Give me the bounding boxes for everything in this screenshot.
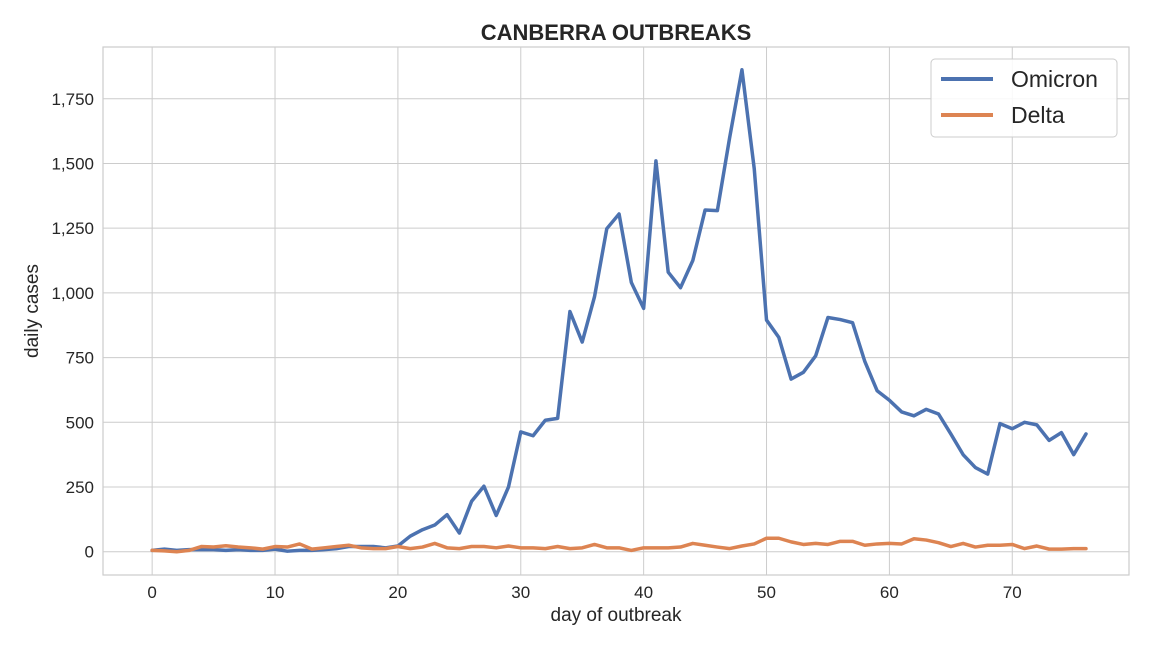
series-line-omicron xyxy=(150,68,1088,553)
legend-label-omicron: Omicron xyxy=(1011,66,1098,92)
x-tick-label: 0 xyxy=(147,583,156,602)
x-tick-label: 60 xyxy=(880,583,899,602)
series-line-delta xyxy=(150,536,1088,554)
plot-frame xyxy=(102,46,1130,576)
x-tick-label: 50 xyxy=(757,583,776,602)
x-axis-label: day of outbreak xyxy=(551,605,682,626)
chart-title: CANBERRA OUTBREAKS xyxy=(481,20,752,45)
y-tick-label: 500 xyxy=(66,413,94,432)
y-tick-label: 750 xyxy=(66,349,94,368)
y-tick-label: 250 xyxy=(66,478,94,497)
x-tick-label: 30 xyxy=(511,583,530,602)
y-tick-label: 1,500 xyxy=(51,154,94,173)
series-layer xyxy=(150,68,1088,554)
y-tick-labels: 0 250 500 750 1,000 1,250 1,500 1,750 xyxy=(51,90,94,562)
y-tick-label: 1,000 xyxy=(51,284,94,303)
y-axis-label: daily cases xyxy=(22,264,43,358)
x-tick-label: 40 xyxy=(634,583,653,602)
legend-label-delta: Delta xyxy=(1011,102,1065,128)
y-tick-label: 1,250 xyxy=(51,219,94,238)
x-tick-label: 10 xyxy=(266,583,285,602)
legend: Omicron Delta xyxy=(930,58,1118,138)
y-tick-label: 1,750 xyxy=(51,90,94,109)
y-tick-label: 0 xyxy=(85,543,94,562)
x-tick-label: 20 xyxy=(388,583,407,602)
x-tick-label: 70 xyxy=(1003,583,1022,602)
x-tick-labels: 0 10 20 30 40 50 60 70 xyxy=(147,583,1021,602)
